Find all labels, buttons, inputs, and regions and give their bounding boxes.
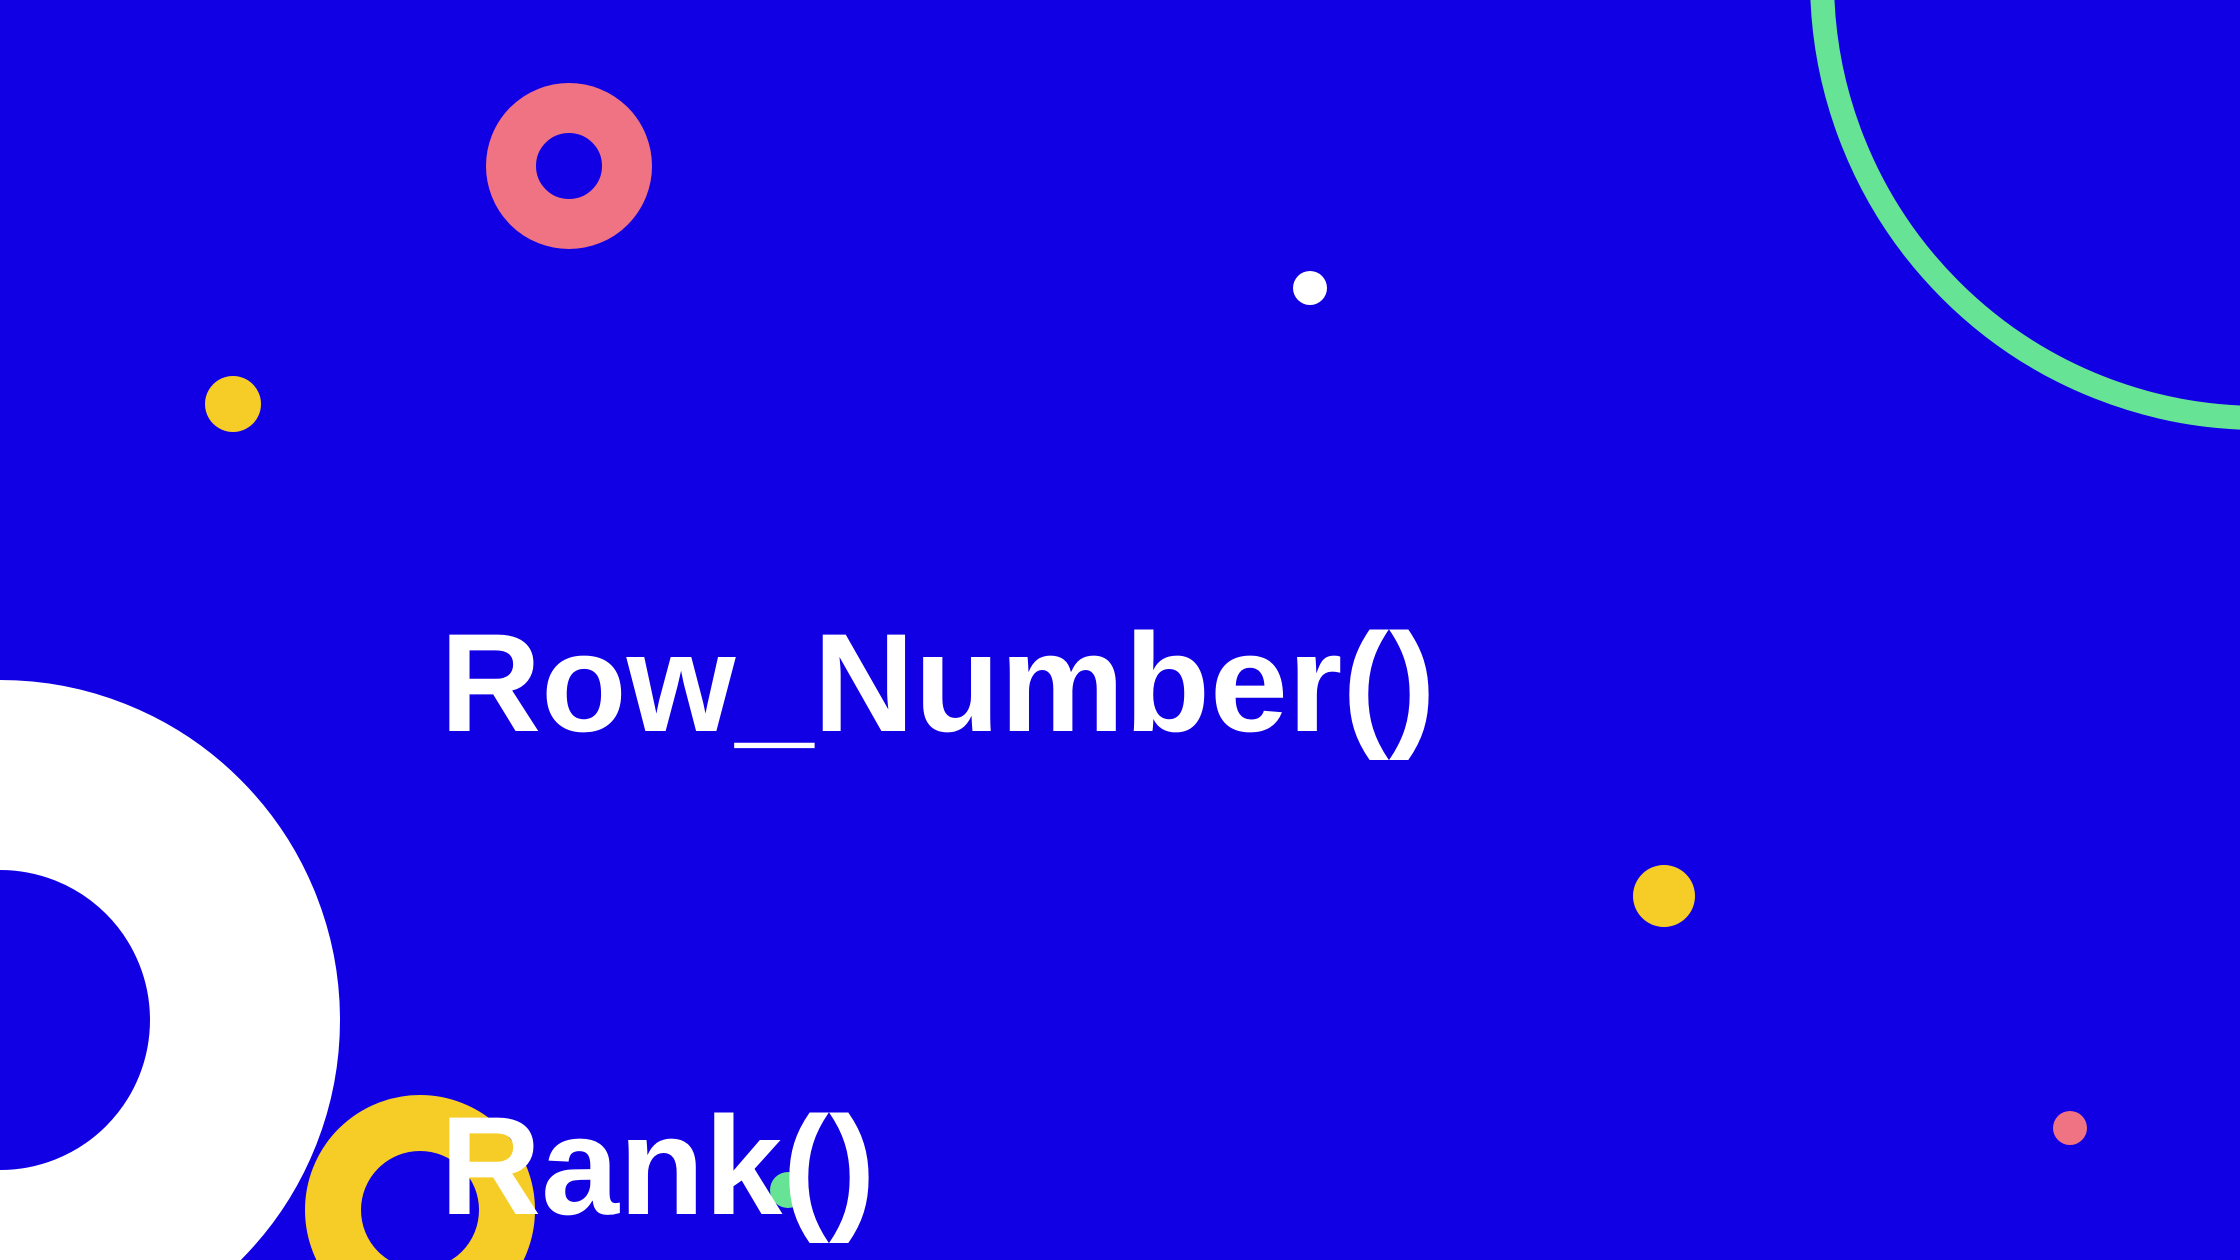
green-arc-shape	[1810, 0, 2240, 430]
function-list-text: Row_Number() Rank() Dense_Rank() NTile()	[440, 280, 1436, 1260]
pink-dot-right-shape	[2053, 1111, 2087, 1145]
yellow-dot-right-shape	[1633, 865, 1695, 927]
pink-donut-shape	[486, 83, 652, 249]
white-big-donut-shape	[0, 680, 340, 1260]
text-line-2: Rank()	[440, 1085, 1436, 1246]
infographic-canvas: Row_Number() Rank() Dense_Rank() NTile()	[0, 0, 2240, 1260]
text-line-1: Row_Number()	[440, 602, 1436, 763]
yellow-dot-left-shape	[205, 376, 261, 432]
